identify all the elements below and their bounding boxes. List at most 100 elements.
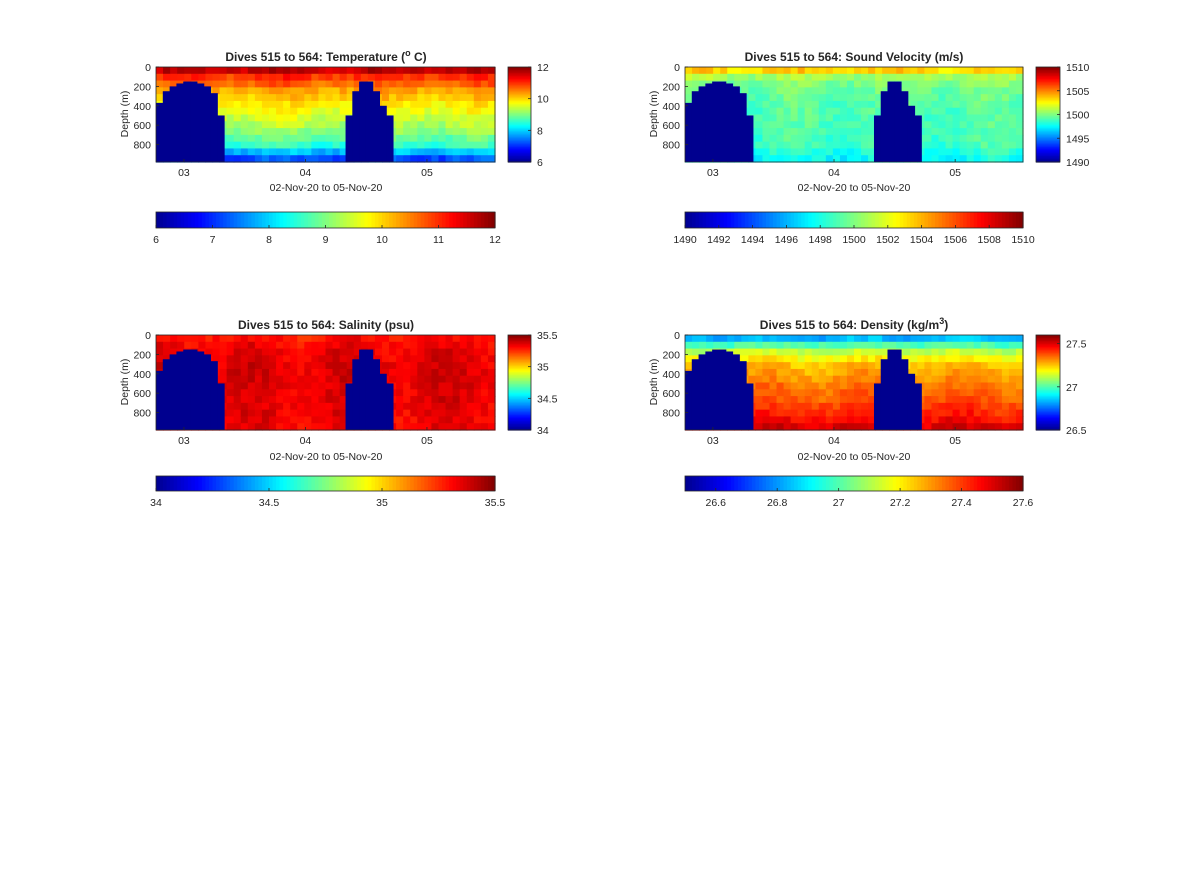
heatmap-cell — [233, 134, 242, 143]
hcolorbar-segment — [410, 476, 415, 491]
heatmap-cell — [832, 141, 841, 150]
heatmap-cell — [903, 355, 911, 363]
heatmap-cell — [945, 382, 954, 390]
heatmap-cell — [240, 389, 249, 397]
heatmap-cell — [854, 409, 862, 418]
heatmap-cell — [868, 67, 876, 75]
heatmap-cell — [1001, 355, 1010, 363]
hcolorbar-segment — [1019, 476, 1024, 491]
heatmap-cell — [445, 362, 454, 370]
heatmap-cell — [980, 121, 989, 129]
hcolorbar-segment — [773, 476, 778, 491]
colorbar-segment — [1036, 346, 1060, 349]
heatmap-cell — [403, 100, 411, 109]
hcolorbar-tick-label: 1506 — [944, 234, 968, 246]
heatmap-cell — [332, 87, 341, 95]
data-gap — [739, 361, 747, 430]
colorbar-segment — [508, 139, 531, 142]
colorbar-segment — [508, 367, 531, 370]
heatmap-cell — [297, 389, 305, 397]
heatmap-cell — [226, 409, 235, 418]
heatmap-cell — [973, 409, 982, 418]
heatmap-cell — [431, 335, 440, 343]
hcolorbar-segment — [692, 476, 697, 491]
y-tick-label: 400 — [662, 101, 680, 113]
colorbar-segment — [1036, 340, 1060, 344]
heatmap-cell — [325, 335, 334, 343]
heatmap-cell — [410, 94, 418, 102]
heatmap-cell — [396, 67, 404, 75]
heatmap-cell — [205, 335, 214, 343]
hcolorbar-segment — [198, 476, 203, 491]
colorbar-segment — [508, 105, 531, 108]
heatmap-cell — [769, 335, 778, 343]
heatmap-cell — [994, 134, 1003, 143]
colorbar-tick-label: 35.5 — [537, 330, 558, 342]
heatmap-cell — [233, 396, 242, 404]
heatmap-cell — [868, 389, 876, 397]
heatmap-cell — [198, 335, 207, 343]
heatmap-cell — [480, 155, 489, 163]
hcolorbar-segment — [706, 212, 711, 228]
heatmap-cell — [304, 416, 312, 424]
heatmap-cell — [269, 389, 277, 397]
heatmap-cell — [424, 80, 433, 88]
heatmap-cell — [459, 389, 468, 397]
heatmap-cell — [424, 114, 433, 122]
heatmap-cell — [452, 134, 461, 143]
heatmap-cell — [233, 94, 242, 102]
heatmap-cell — [325, 389, 334, 397]
y-tick-label: 800 — [133, 140, 151, 152]
heatmap-cell — [283, 107, 291, 116]
heatmap-cell — [811, 362, 820, 370]
colorbar-segment — [1036, 352, 1060, 355]
heatmap-cell — [438, 87, 447, 95]
heatmap-cell — [755, 423, 764, 431]
x-tick-label: 04 — [300, 167, 312, 179]
heatmap-cell — [818, 73, 827, 82]
colorbar-segment — [1036, 92, 1060, 95]
hcolorbar-segment — [839, 476, 845, 491]
hcolorbar-segment — [885, 476, 890, 491]
heatmap-cell — [769, 396, 778, 404]
heatmap-cell — [226, 396, 235, 404]
colorbar-segment — [508, 337, 531, 341]
x-tick-label: 04 — [828, 167, 840, 179]
heatmap-cell — [755, 128, 764, 136]
heatmap-cell — [325, 148, 334, 156]
heatmap-cell — [811, 355, 820, 363]
heatmap-cell — [741, 80, 749, 88]
heatmap-cell — [1015, 107, 1024, 116]
heatmap-cell — [931, 341, 940, 350]
heatmap-cell — [269, 148, 277, 156]
heatmap-cell — [311, 94, 320, 102]
hcolorbar-segment — [991, 212, 996, 228]
heatmap-cell — [1015, 155, 1024, 163]
hcolorbar-segment — [392, 476, 397, 491]
x-tick-label: 03 — [707, 167, 719, 179]
heatmap-cell — [755, 155, 764, 163]
heatmap-cell — [854, 128, 862, 136]
data-gap — [183, 349, 191, 430]
hcolorbar-segment — [783, 212, 788, 228]
hcolorbar-segment — [896, 476, 901, 491]
colorbar-segment — [508, 403, 531, 406]
heatmap-cell — [1001, 121, 1010, 129]
heatmap-cell — [466, 114, 475, 122]
heatmap-cell — [1001, 375, 1010, 384]
hcolorbar-segment — [240, 212, 245, 228]
heatmap-cell — [994, 100, 1003, 109]
hcolorbar-segment — [180, 212, 185, 228]
colorbar-segment — [508, 126, 531, 129]
heatmap-cell — [304, 148, 312, 156]
heatmap-cell — [1015, 382, 1024, 390]
heatmap-cell — [304, 114, 312, 122]
heatmap-cell — [818, 155, 827, 163]
heatmap-cell — [931, 114, 940, 122]
heatmap-cell — [318, 396, 327, 404]
heatmap-cell — [790, 382, 799, 390]
colorbar-segment — [508, 389, 531, 392]
heatmap-cell — [240, 134, 249, 143]
colorbar-segment — [1036, 111, 1060, 114]
heatmap-cell — [762, 114, 771, 122]
